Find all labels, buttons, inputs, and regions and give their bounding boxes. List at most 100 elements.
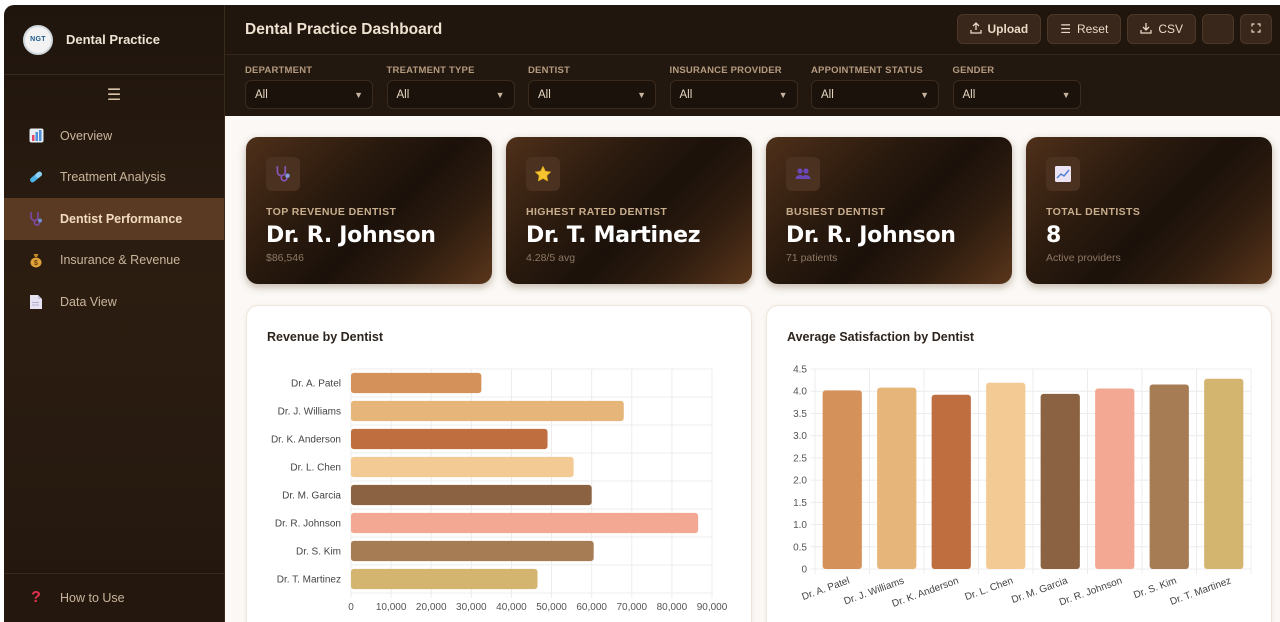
revenue-bar-chart: 0 10,000 20,000 30,000 40,000 50,000 60,000 70,… (271, 368, 728, 613)
department-select[interactable]: All ▼ (245, 80, 373, 109)
svg-text:Dr. T. Martinez: Dr. T. Martinez (1169, 575, 1233, 607)
appointment-status-select[interactable]: All ▼ (811, 80, 939, 109)
theme-toggle-button[interactable] (1202, 14, 1234, 44)
kpi-subtext: $86,546 (266, 252, 304, 264)
sidebar-item-label: Treatment Analysis (60, 170, 166, 185)
kpi-total-dentists: TOTAL DENTISTS 8 Active providers (1026, 137, 1272, 284)
header-toolbar: Upload ☰ Reset CSV (956, 14, 1272, 44)
upload-icon (969, 21, 982, 37)
document-icon (28, 294, 44, 310)
svg-text:Dr. L. Chen: Dr. L. Chen (290, 463, 341, 474)
kpi-subtext: Active providers (1046, 252, 1121, 264)
filter-bar: DEPARTMENT All ▼ TREATMENT TYPE All ▼ DENT… (225, 55, 1280, 116)
sidebar-item-treatment-analysis[interactable]: Treatment Analysis (4, 157, 224, 199)
kpi-busiest: BUSIEST DENTIST Dr. R. Johnson 71 patien… (766, 137, 1012, 284)
svg-text:2.0: 2.0 (793, 476, 807, 487)
filter-label: APPOINTMENT STATUS (811, 65, 923, 76)
kpi-value: Dr. R. Johnson (786, 223, 956, 248)
kpi-value: 8 (1046, 223, 1062, 248)
svg-text:2.5: 2.5 (793, 453, 807, 464)
csv-label: CSV (1158, 22, 1183, 36)
treatment-type-select[interactable]: All ▼ (386, 80, 515, 109)
svg-text:Dr. R. Johnson: Dr. R. Johnson (1058, 575, 1124, 608)
brand: NGT Dental Practice (4, 5, 224, 75)
kpi-label: BUSIEST DENTIST (786, 206, 886, 218)
reset-lines-icon: ☰ (1060, 22, 1071, 36)
svg-text:3.5: 3.5 (793, 409, 807, 420)
svg-text:0.5: 0.5 (793, 542, 807, 553)
filter-dentist: DENTIST All ▼ (528, 55, 670, 116)
dropdown-arrow-icon: ▼ (1061, 89, 1071, 100)
menu-toggle-icon[interactable]: ☰ (106, 87, 122, 104)
dropdown-arrow-icon: ▼ (637, 89, 646, 100)
dentist-select[interactable]: All ▼ (528, 80, 656, 109)
reset-button[interactable]: ☰ Reset (1047, 14, 1122, 44)
svg-text:1.5: 1.5 (793, 498, 807, 509)
sidebar-item-how-to-use[interactable]: ? How to Use (4, 574, 224, 622)
kpi-label: HIGHEST RATED DENTIST (526, 206, 668, 218)
insurance-provider-select[interactable]: All ▼ (669, 80, 798, 109)
select-value: All (396, 88, 410, 101)
svg-text:$: $ (34, 260, 38, 267)
sidebar-footer: ? How to Use (4, 573, 224, 622)
filter-gender: GENDER All ▼ (952, 55, 1095, 116)
svg-text:Dr. J. Williams: Dr. J. Williams (278, 407, 341, 418)
top-header: Dental Practice Dashboard Upload ☰ Reset… (225, 5, 1280, 55)
svg-text:80,000: 80,000 (657, 602, 688, 613)
kpi-value: Dr. T. Martinez (526, 223, 701, 248)
sidebar-item-label: How to Use (60, 591, 125, 605)
svg-text:0: 0 (801, 565, 807, 576)
svg-text:Dr. R. Johnson: Dr. R. Johnson (275, 519, 341, 530)
select-value: All (255, 88, 268, 101)
stethoscope-icon (28, 211, 44, 227)
dropdown-arrow-icon: ▼ (920, 89, 929, 100)
pill-icon (28, 169, 44, 185)
sidebar-item-insurance-revenue[interactable]: $ Insurance & Revenue (4, 240, 224, 282)
kpi-top-revenue: TOP REVENUE DENTIST Dr. R. Johnson $86,5… (246, 137, 492, 284)
filter-insurance-provider: INSURANCE PROVIDER All ▼ (669, 55, 812, 116)
svg-text:Dr. T. Martinez: Dr. T. Martinez (277, 575, 341, 586)
select-value: All (538, 88, 551, 101)
upload-button[interactable]: Upload (956, 14, 1042, 44)
revenue-by-dentist-panel: Revenue by Dentist 0 10,000 20,000 30,000 40… (246, 305, 752, 622)
svg-text:4.5: 4.5 (793, 365, 807, 376)
dropdown-arrow-icon: ▼ (354, 89, 363, 100)
kpi-subtext: 4.28/5 avg (526, 252, 576, 264)
kpi-label: TOTAL DENTISTS (1046, 206, 1141, 218)
people-icon (786, 157, 820, 191)
select-value: All (679, 88, 693, 101)
svg-text:20,000: 20,000 (416, 602, 447, 613)
filter-label: INSURANCE PROVIDER (669, 65, 782, 76)
select-value: All (821, 88, 834, 101)
sidebar-item-dentist-performance[interactable]: Dentist Performance (4, 198, 224, 240)
filter-label: GENDER (952, 65, 995, 76)
svg-text:Dr. M. Garcia: Dr. M. Garcia (282, 491, 341, 502)
svg-text:Dr. A. Patel: Dr. A. Patel (291, 379, 341, 390)
fullscreen-button[interactable] (1240, 14, 1272, 44)
csv-download-button[interactable]: CSV (1127, 14, 1196, 44)
sidebar-item-data-view[interactable]: Data View (4, 281, 224, 323)
sidebar-nav: Overview Treatment Analysis Dentist Perf… (4, 115, 224, 323)
brand-name: Dental Practice (66, 32, 160, 47)
svg-text:Dr. S. Kim: Dr. S. Kim (296, 547, 341, 558)
kpi-label: TOP REVENUE DENTIST (266, 206, 397, 218)
gender-select[interactable]: All ▼ (952, 80, 1081, 109)
svg-text:1.0: 1.0 (793, 520, 807, 531)
chart-title: Average Satisfaction by Dentist (787, 330, 975, 344)
sidebar-item-label: Overview (60, 128, 113, 143)
svg-text:Dr. L. Chen: Dr. L. Chen (963, 575, 1014, 603)
sidebar-item-label: Data View (60, 294, 117, 309)
stethoscope-icon (266, 157, 300, 191)
app-window: NGT Dental Practice ☰ Overview Treatment… (4, 5, 1280, 622)
reset-label: Reset (1076, 22, 1109, 36)
star-icon (526, 157, 560, 191)
svg-text:4.0: 4.0 (793, 387, 807, 398)
filter-label: DEPARTMENT (245, 65, 313, 76)
filter-treatment-type: TREATMENT TYPE All ▼ (386, 55, 529, 116)
kpi-cards: TOP REVENUE DENTIST Dr. R. Johnson $86,5… (246, 137, 1272, 284)
dropdown-arrow-icon: ▼ (778, 89, 788, 100)
filter-appointment-status: APPOINTMENT STATUS All ▼ (811, 55, 953, 116)
question-icon: ? (31, 589, 41, 606)
sidebar-item-overview[interactable]: Overview (4, 115, 224, 157)
filter-department: DEPARTMENT All ▼ (245, 55, 387, 116)
